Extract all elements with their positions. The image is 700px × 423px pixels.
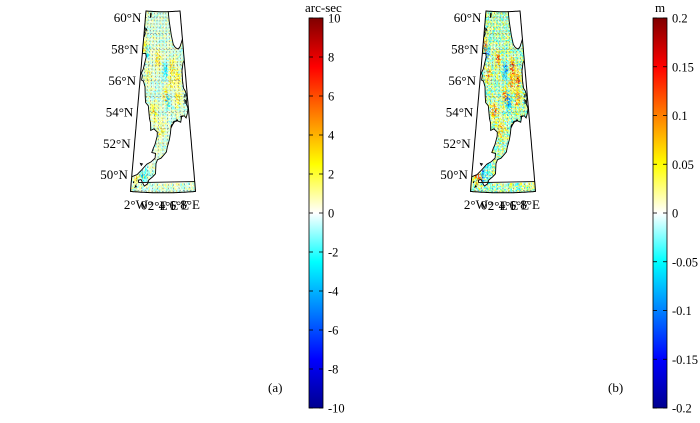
sea-cell — [168, 119, 172, 123]
sea-cell — [150, 186, 153, 189]
sea-cell — [147, 173, 150, 176]
sea-cell — [183, 183, 186, 186]
sea-cell — [164, 146, 167, 149]
sea-cell — [153, 185, 156, 188]
sea-cell — [184, 184, 188, 187]
sea-cell — [175, 190, 178, 193]
sea-cell — [146, 170, 149, 173]
sea-cell — [146, 169, 149, 172]
sea-cell — [150, 190, 153, 193]
sea-cell — [143, 190, 146, 193]
sea-cell — [155, 154, 158, 157]
sea-cell — [165, 183, 168, 186]
sea-cell — [146, 176, 149, 179]
sea-cell — [131, 179, 134, 182]
sea-cell — [136, 183, 139, 186]
sea-cell — [170, 183, 174, 186]
sea-cell — [184, 190, 187, 193]
sea-cell — [191, 185, 194, 188]
sea-cell — [156, 125, 159, 128]
sea-cell — [172, 186, 175, 189]
sea-cell — [148, 186, 151, 189]
sea-cell — [165, 145, 168, 148]
sea-cell — [157, 183, 160, 186]
sea-cell — [168, 188, 171, 191]
sea-cell — [193, 187, 196, 191]
sea-cell — [153, 168, 156, 171]
sea-cell — [143, 186, 146, 189]
sea-cell — [168, 107, 171, 110]
sea-cell — [146, 99, 149, 102]
sea-cell — [172, 105, 175, 108]
sea-cell — [167, 138, 170, 141]
sea-cell — [166, 188, 169, 191]
sea-cell — [192, 182, 195, 185]
sea-cell — [154, 119, 157, 123]
sea-cell — [138, 187, 141, 190]
sea-cell — [131, 182, 134, 185]
sea-cell — [156, 188, 159, 191]
sea-cell — [149, 163, 152, 166]
sea-cell — [161, 148, 164, 151]
sea-cell — [145, 173, 148, 176]
sea-cell — [161, 147, 164, 150]
sea-cell — [163, 130, 166, 133]
sea-cell — [156, 155, 159, 158]
sea-cell — [146, 164, 149, 167]
sea-cell — [146, 180, 149, 183]
sea-cell — [162, 190, 165, 193]
sea-cell — [185, 187, 188, 190]
sea-cell — [148, 176, 151, 179]
sea-cell — [158, 134, 161, 137]
sea-cell — [157, 129, 160, 133]
sea-cell — [160, 109, 163, 112]
sea-cell — [151, 172, 154, 175]
sea-cell — [156, 156, 159, 160]
sea-cell — [148, 172, 151, 175]
sea-cell — [130, 185, 134, 188]
sea-cell — [190, 183, 193, 186]
sea-cell — [186, 107, 189, 110]
sea-cell — [157, 185, 161, 188]
sea-cell — [136, 185, 139, 188]
sea-cell — [139, 172, 142, 175]
sea-cell — [158, 152, 161, 155]
sea-cell — [186, 186, 189, 189]
sea-cell — [159, 183, 162, 186]
sea-cell — [166, 138, 169, 141]
sea-cell — [163, 125, 166, 128]
sea-cell — [135, 188, 138, 191]
sea-cell — [132, 186, 135, 189]
sea-cell — [180, 183, 183, 186]
sea-cell — [139, 175, 142, 178]
sea-cell — [181, 189, 184, 192]
